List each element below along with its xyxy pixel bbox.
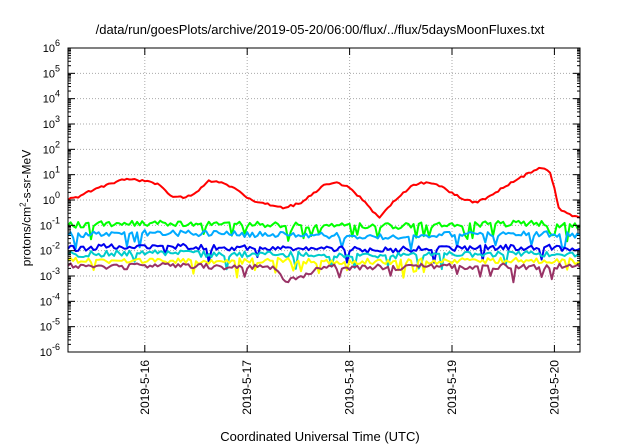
plot-border [67,47,581,353]
y-tick-label: 10-4 [40,291,60,308]
y-tick-label: 10-2 [40,241,60,258]
y-ticks: 10-6 10-5 10-4 10-3 10-2 10-1 100 101 102 103 104 1… [40,38,60,359]
x-ticks: 2019-5-16 2019-5-17 2019-5-18 2019-5-19 2019… [138,360,562,415]
series-line [67,219,581,243]
y-tick-label: 106 [43,38,60,55]
series-line [67,256,581,279]
y-tick-label: 102 [43,139,60,156]
chart-title: /data/run/goesPlots/archive/2019-05-20/0… [95,22,545,37]
x-tick-label: 2019-5-18 [343,360,357,415]
series-line [67,262,581,284]
series-line [67,242,581,264]
x-tick-label: 2019-5-19 [445,360,459,415]
series-line [67,166,581,219]
grid [68,48,580,352]
series-line [67,229,581,251]
x-axis-label: Coordinated Universal Time (UTC) [220,429,420,444]
plot-frame [67,47,581,353]
series-line [67,249,581,271]
y-tick-label: 104 [43,89,60,106]
y-tick-label: 10-5 [40,317,60,334]
x-tick-label: 2019-5-20 [547,360,561,415]
y-tick-label: 103 [43,114,60,131]
y-tick-label: 10-3 [40,266,60,283]
x-tick-label: 2019-5-17 [240,360,254,415]
y-tick-label: 10-1 [40,215,60,232]
y-tick-label: 105 [43,63,60,80]
y-tick-label: 100 [43,190,60,207]
y-tick-label: 101 [43,165,60,182]
series-group [67,166,581,284]
x-tick-label: 2019-5-16 [138,360,152,415]
y-tick-label: 10-6 [40,342,60,359]
